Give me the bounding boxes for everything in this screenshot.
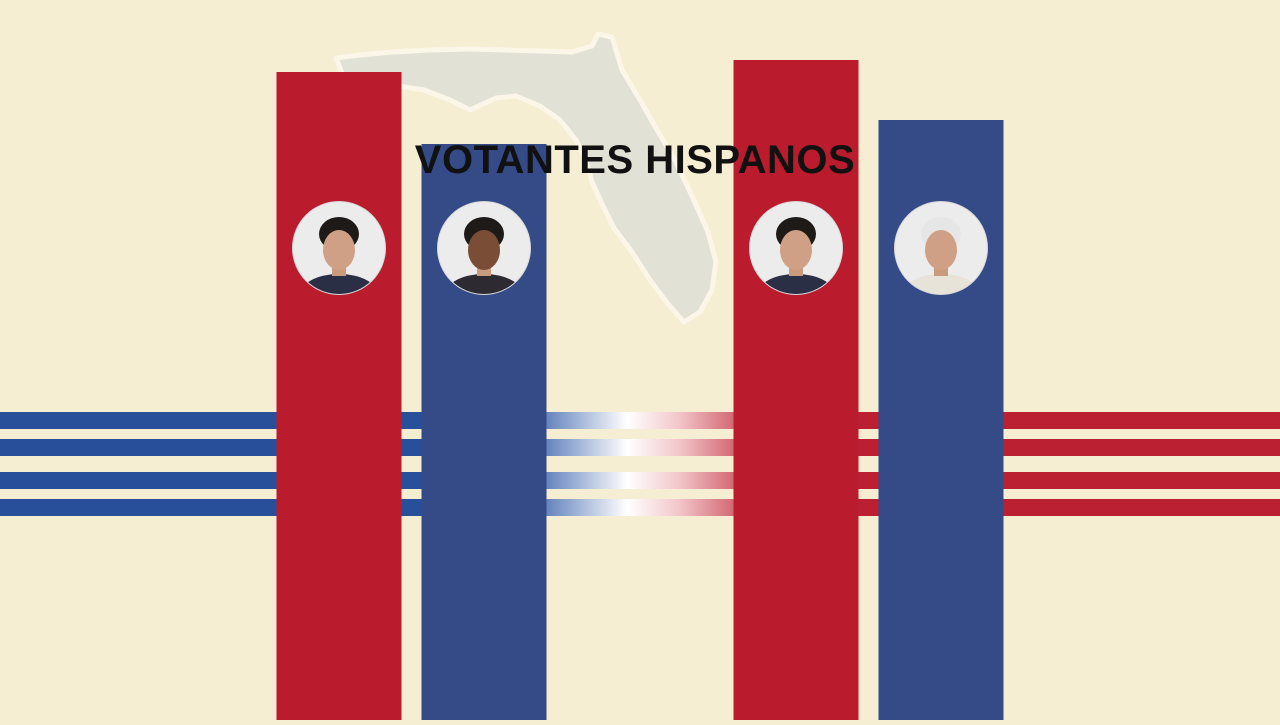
flag-stripes — [0, 412, 1280, 516]
portraits — [292, 201, 988, 295]
bar — [276, 72, 402, 720]
florida-map — [333, 31, 719, 325]
candidate-portrait-icon — [437, 201, 531, 295]
chart-title: VOTANTES HISPANOS — [414, 138, 856, 182]
stripe-3 — [0, 472, 1280, 489]
candidate-portrait-icon — [894, 201, 988, 295]
stripe-4 — [0, 499, 1280, 516]
stripe-1 — [0, 412, 1280, 429]
bars — [276, 60, 1004, 720]
stripe-2 — [0, 439, 1280, 456]
candidate-portrait-icon — [292, 201, 386, 295]
bar — [733, 60, 859, 720]
candidate-portrait-icon — [749, 201, 843, 295]
